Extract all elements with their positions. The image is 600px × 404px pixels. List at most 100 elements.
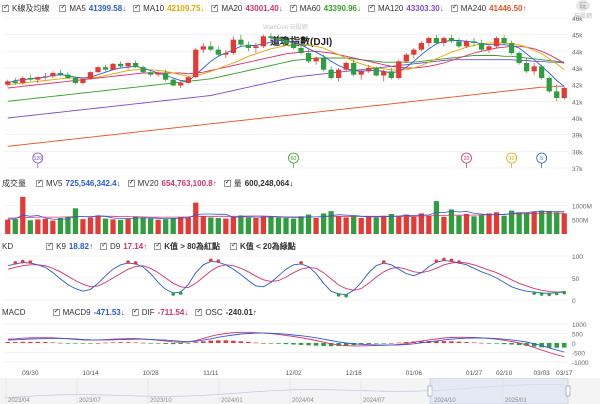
price-chart[interactable]: 46k 45k 44k 43k 42k 41k 40k 39k 38k 37k 120 60 20 10 5 bbox=[0, 14, 600, 174]
osc-bar bbox=[88, 343, 93, 344]
wantgoo-logo[interactable]: 玩 玩股網 bbox=[568, 0, 598, 20]
kd-overbought-dot bbox=[381, 260, 386, 264]
volume-bar bbox=[358, 218, 364, 234]
candle-body bbox=[388, 71, 394, 78]
osc-bar bbox=[50, 342, 56, 344]
line-macd9 bbox=[7, 332, 565, 353]
candle-body bbox=[72, 78, 79, 83]
osc-bar bbox=[140, 342, 146, 344]
candle-body bbox=[275, 38, 282, 40]
volume-chart[interactable]: 1000M 500M bbox=[0, 190, 600, 236]
kline-legend[interactable]: K線及均線 bbox=[2, 3, 52, 14]
osc-bar bbox=[276, 343, 281, 344]
mv20-checkbox[interactable] bbox=[127, 178, 135, 187]
macd-tick-label: 500 bbox=[572, 331, 583, 338]
candle-body bbox=[140, 67, 146, 73]
candle-body bbox=[298, 48, 304, 53]
volume-bar bbox=[418, 213, 424, 234]
kd-green-checkbox[interactable] bbox=[230, 241, 238, 250]
candle-body bbox=[313, 58, 319, 62]
macd9-label: MACD9 bbox=[62, 307, 91, 317]
d9-checkbox[interactable] bbox=[99, 241, 107, 250]
osc-bar bbox=[185, 343, 191, 344]
volume-bar bbox=[215, 218, 221, 234]
ma60-checkbox[interactable] bbox=[289, 3, 297, 12]
price-tick-label: 45k bbox=[572, 33, 583, 40]
range-navigator[interactable]: 2023/04 2023/07 2023/10 2024/01 2024/04 2024/… bbox=[0, 378, 600, 404]
date-label: 12/16 bbox=[346, 370, 363, 377]
date-label: 01/27 bbox=[466, 370, 483, 377]
osc-bar bbox=[298, 343, 304, 345]
line-mv5 bbox=[7, 210, 565, 220]
macd9-legend[interactable]: MACD9-471.53↓ bbox=[52, 307, 125, 317]
kline-checkbox[interactable] bbox=[2, 3, 9, 12]
volume-bar bbox=[456, 215, 462, 234]
osc-bar bbox=[65, 343, 71, 344]
macd9-checkbox[interactable] bbox=[52, 307, 60, 316]
volume-bar bbox=[305, 214, 312, 234]
osc-bar bbox=[501, 343, 507, 345]
navigator-label: 2024/04 bbox=[292, 398, 314, 404]
osc-bar bbox=[163, 343, 168, 344]
osc-bar bbox=[441, 341, 447, 343]
osc-bar bbox=[396, 342, 402, 344]
kd-oversold-dot bbox=[344, 293, 348, 298]
candle-body bbox=[260, 36, 267, 47]
navigator-label: 2023/10 bbox=[150, 398, 172, 404]
candle-body bbox=[230, 39, 236, 53]
kd-chart[interactable]: 100 50 0 bbox=[0, 252, 600, 304]
ma20-checkbox[interactable] bbox=[211, 3, 219, 12]
osc-bar bbox=[561, 343, 567, 348]
osc-bar bbox=[208, 340, 214, 343]
osc-bar bbox=[193, 342, 199, 343]
osc-checkbox[interactable] bbox=[195, 307, 203, 316]
kd-note-green[interactable]: K值 < 20為綠點 bbox=[230, 241, 299, 252]
osc-legend[interactable]: OSC-240.01↑ bbox=[195, 307, 257, 317]
ma5-checkbox[interactable] bbox=[59, 3, 67, 12]
ma240-checkbox[interactable] bbox=[450, 3, 458, 12]
event-marker-label: 20 bbox=[464, 156, 470, 162]
macd-chart[interactable]: 1000 500 0 -500 -1000 bbox=[0, 318, 600, 368]
price-tick-label: 38k bbox=[572, 149, 583, 156]
kd-red-checkbox[interactable] bbox=[154, 241, 162, 250]
osc-bar bbox=[118, 342, 123, 343]
osc-bar bbox=[35, 341, 41, 343]
kd-overbought-dot bbox=[216, 259, 221, 263]
kd-note-red[interactable]: K值 > 80為紅點 bbox=[154, 241, 223, 252]
candle-body bbox=[493, 38, 500, 47]
candle-body bbox=[516, 53, 522, 63]
volume-bar bbox=[65, 216, 71, 234]
volume-bar bbox=[170, 218, 176, 234]
osc-bar bbox=[43, 342, 48, 343]
volume-bar bbox=[320, 213, 327, 234]
dif-legend[interactable]: DIF-711.54↓ bbox=[131, 307, 188, 317]
k9-checkbox[interactable] bbox=[46, 241, 54, 250]
volume-bar bbox=[463, 214, 470, 234]
ma120-checkbox[interactable] bbox=[368, 3, 376, 12]
ma10-checkbox[interactable] bbox=[133, 3, 141, 12]
event-marker-60 bbox=[288, 152, 299, 164]
vol-checkbox[interactable] bbox=[223, 178, 231, 187]
event-marker-label: 60 bbox=[291, 156, 297, 162]
volume-bar bbox=[343, 217, 349, 234]
volume-bar bbox=[253, 218, 259, 234]
osc-bar bbox=[419, 341, 424, 343]
volume-bar bbox=[275, 217, 282, 234]
dif-checkbox[interactable] bbox=[131, 307, 139, 316]
volume-bar bbox=[396, 216, 402, 234]
volume-bar bbox=[230, 216, 236, 234]
mv5-checkbox[interactable] bbox=[36, 178, 43, 187]
volume-bar bbox=[260, 216, 267, 234]
